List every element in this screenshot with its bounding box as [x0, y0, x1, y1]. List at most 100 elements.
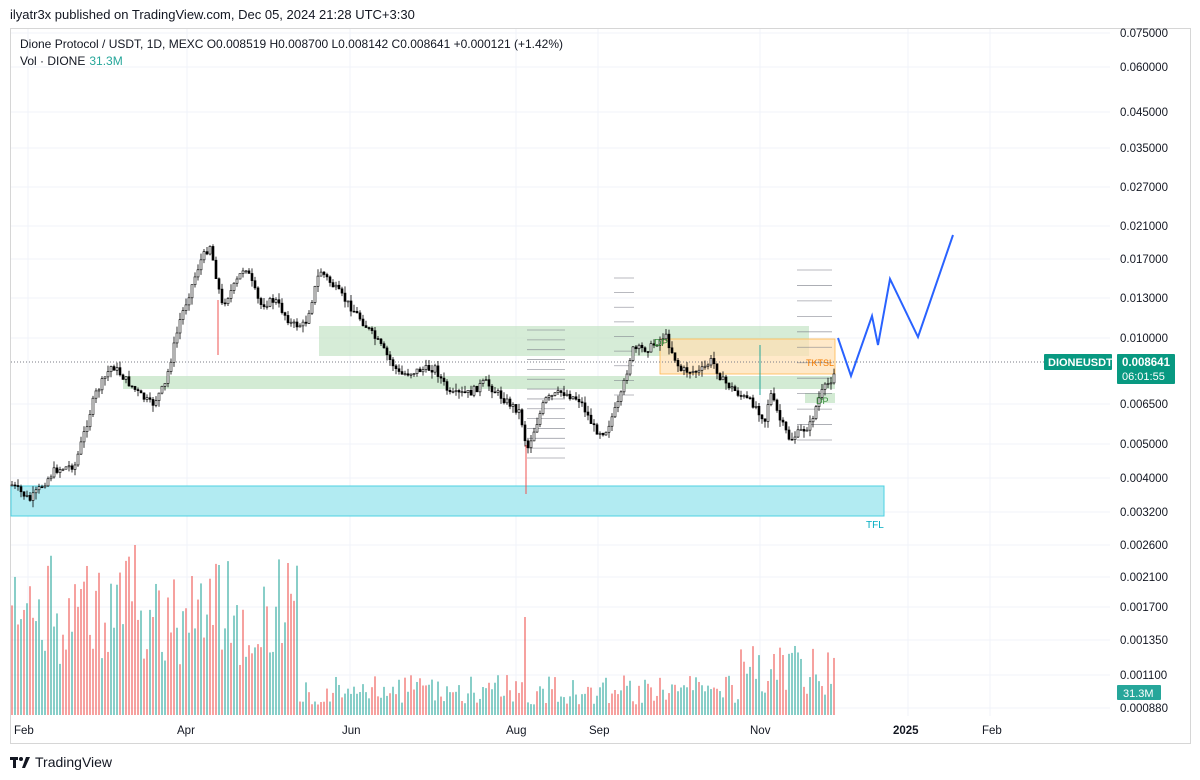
price-axis-label: 0.027000: [1120, 182, 1168, 194]
volume-bar-down: [128, 556, 130, 715]
volume-bar-down: [545, 703, 547, 715]
candle-up: [814, 406, 818, 419]
candle-down: [22, 491, 26, 497]
candle-down: [577, 399, 581, 403]
candle-down: [448, 390, 452, 393]
candle-up: [484, 379, 488, 381]
volume-bar-up: [560, 696, 562, 715]
volume-bar-down: [821, 686, 823, 715]
volume-bar-down: [500, 696, 502, 715]
candle-up: [160, 385, 164, 394]
volume-bar-up: [26, 603, 28, 715]
volume-bar-up: [830, 683, 832, 715]
candle-down: [127, 376, 131, 387]
volume-legend[interactable]: Vol · DIONE 31.3M: [20, 54, 123, 68]
volume-bar-down: [767, 680, 769, 715]
candle-up: [298, 325, 302, 328]
candle-up: [811, 418, 815, 423]
candle-down: [760, 414, 764, 420]
candle-up: [37, 486, 41, 491]
candle-down: [397, 368, 401, 372]
tfl-label: TFL: [866, 520, 884, 531]
volume-bar-up: [347, 688, 349, 715]
candle-up: [625, 373, 629, 381]
volume-bar-down: [647, 683, 649, 715]
volume-bar-up: [467, 693, 469, 715]
volume-bar-down: [389, 693, 391, 715]
candle-down: [385, 347, 389, 356]
candle-down: [142, 392, 146, 400]
volume-bar-down: [170, 632, 172, 715]
candle-up: [535, 424, 539, 433]
volume-bar-down: [689, 676, 691, 715]
candle-down: [376, 338, 380, 340]
candle-down: [121, 374, 125, 380]
volume-bar-up: [497, 675, 499, 715]
candle-down: [367, 327, 371, 329]
volume-bar-down: [293, 600, 295, 715]
volume-bar-down: [476, 702, 478, 715]
volume-bar-down: [551, 689, 553, 715]
volume-bar-down: [371, 687, 373, 715]
candle-up: [274, 299, 278, 303]
volume-bar-up: [794, 645, 796, 715]
candle-down: [136, 389, 140, 391]
candle-down: [487, 379, 491, 387]
candle-down: [112, 366, 116, 371]
candle-down: [253, 280, 257, 289]
candle-up: [265, 305, 269, 308]
candle-down: [439, 376, 443, 379]
volume-bar-down: [239, 664, 241, 715]
volume-bar-up: [629, 680, 631, 715]
candle-down: [295, 321, 299, 328]
volume-bar-up: [176, 627, 178, 715]
candle-up: [532, 431, 536, 442]
candle-down: [523, 424, 527, 442]
volume-bar-up: [434, 700, 436, 715]
volume-bar-down: [317, 704, 319, 715]
candle-up: [268, 298, 272, 307]
candle-down: [802, 429, 806, 432]
candle-up: [598, 432, 602, 435]
price-axis-label: 0.001100: [1120, 670, 1167, 682]
volume-bar-down: [611, 693, 613, 715]
volume-bar-up: [824, 694, 826, 715]
volume-bar-down: [257, 644, 259, 715]
candle-up: [454, 390, 458, 392]
volume-bar-up: [704, 691, 706, 715]
candle-down: [580, 401, 584, 404]
candle-up: [622, 379, 626, 393]
volume-bar-down: [230, 642, 232, 715]
candle-down: [370, 327, 374, 331]
volume-bar-down: [440, 696, 442, 715]
volume-bar-up: [479, 698, 481, 715]
candle-up: [100, 378, 104, 391]
candle-up: [199, 259, 203, 271]
volume-bar-down: [212, 624, 214, 715]
volume-bar-up: [722, 697, 724, 715]
candle-up: [691, 371, 695, 373]
candle-up: [415, 368, 419, 374]
candle-down: [790, 438, 794, 441]
tradingview-logo[interactable]: TradingView: [10, 754, 112, 770]
candle-down: [364, 325, 368, 328]
volume-bar-up: [470, 676, 472, 715]
time-axis-label: Sep: [589, 725, 609, 737]
candle-down: [583, 402, 587, 413]
volume-bar-up: [728, 675, 730, 715]
candle-up: [553, 392, 557, 396]
volume-bar-down: [665, 699, 667, 715]
volume-series: [11, 545, 835, 715]
volume-bar-up: [233, 615, 235, 715]
volume-bar-down: [752, 646, 754, 715]
candle-up: [808, 421, 812, 431]
candle-up: [346, 300, 350, 303]
volume-bar-down: [98, 572, 100, 715]
volume-bar-up: [503, 695, 505, 715]
volume-bar-down: [374, 676, 376, 715]
candle-up: [103, 376, 107, 380]
candle-down: [217, 278, 221, 290]
candle-down: [445, 381, 449, 391]
symbol-legend[interactable]: Dione Protocol / USDT, 1D, MEXC O0.00851…: [20, 37, 564, 51]
